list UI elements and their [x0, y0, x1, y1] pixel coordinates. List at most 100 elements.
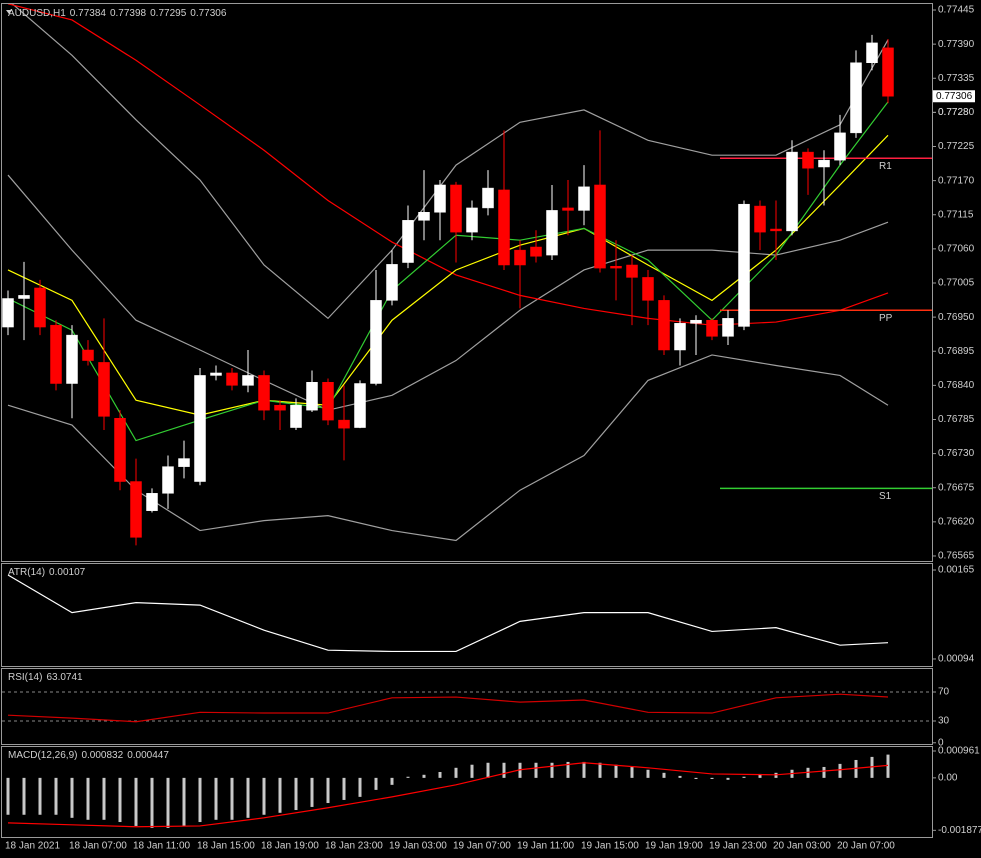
macd-bar: [166, 777, 170, 828]
macd-bar: [566, 761, 570, 778]
candle-body: [178, 458, 190, 467]
header-value: 0.000832: [81, 750, 123, 761]
macd-bar: [198, 777, 202, 823]
macd-bar: [438, 771, 442, 778]
y-tick-label: 0.77170: [938, 175, 975, 186]
macd-bar: [262, 777, 266, 815]
candle-body: [786, 151, 798, 232]
y-tick-label: 0.76950: [938, 312, 975, 323]
rsi-panel: [1, 668, 933, 745]
macd-bar: [6, 777, 10, 815]
candle-body: [274, 404, 286, 411]
candle-body: [450, 184, 462, 233]
macd-bar: [150, 777, 154, 828]
candle-body: [114, 417, 126, 482]
candle-body: [418, 212, 430, 221]
indicator-line: [7, 134, 889, 416]
x-tick-label: 18 Jan 19:00: [261, 841, 319, 852]
macd-bar: [694, 777, 698, 779]
y-tick-label: 0.76840: [938, 380, 975, 391]
candle-body: [738, 203, 750, 327]
candle-body: [722, 318, 734, 337]
macd-bar: [70, 777, 74, 818]
candle-body: [290, 404, 302, 428]
x-tick-label: 18 Jan 15:00: [197, 841, 255, 852]
macd-bar: [326, 777, 330, 804]
x-tick-label: 20 Jan 07:00: [837, 841, 895, 852]
y-tick-label: 0.76565: [938, 551, 975, 562]
macd-bar: [502, 762, 506, 778]
indicator-line: [7, 762, 889, 828]
candle-body: [210, 372, 222, 376]
y-tick-label: 0.000961: [938, 746, 980, 757]
indicator-line: [7, 693, 889, 723]
y-tick-label: 0.77225: [938, 141, 975, 152]
candle-body: [866, 42, 878, 64]
macd-bar: [662, 772, 666, 778]
macd-bar: [214, 777, 218, 820]
indicator-line: [7, 4, 889, 326]
candle-body: [146, 493, 158, 511]
candle-body: [226, 372, 238, 386]
macd-bar: [822, 766, 826, 778]
header-value: 0.77384: [70, 8, 107, 19]
candle-body: [82, 349, 94, 361]
macd-bar: [54, 777, 58, 815]
macd-bar: [358, 777, 362, 797]
candle-body: [386, 264, 398, 301]
y-tick-label: 0.77390: [938, 39, 975, 50]
x-tick-label: 19 Jan 23:00: [709, 841, 767, 852]
candle-body: [162, 466, 174, 494]
candle-body: [498, 189, 510, 266]
macd-bar: [646, 769, 650, 778]
macd-bar: [102, 777, 106, 820]
candle-body: [850, 62, 862, 134]
candle-body: [594, 184, 606, 269]
pivot-label: R1: [879, 161, 892, 172]
macd-bar: [278, 777, 282, 813]
macd-bar: [294, 777, 298, 811]
candle-body: [690, 319, 702, 324]
macd-bar: [134, 777, 138, 826]
candle-body: [562, 207, 574, 211]
x-tick-label: 18 Jan 2021: [5, 841, 60, 852]
header-value: 0.000447: [127, 750, 169, 761]
macd-bar: [406, 776, 410, 778]
candle-body: [882, 47, 894, 97]
candle-body: [194, 375, 206, 482]
x-tick-label: 19 Jan 03:00: [389, 841, 447, 852]
menu-arrow[interactable]: [6, 10, 12, 14]
macd-bar: [22, 777, 26, 815]
macd-bar: [38, 777, 42, 815]
x-tick-label: 18 Jan 07:00: [69, 841, 127, 852]
macd-bar: [86, 777, 90, 820]
macd-bar: [550, 762, 554, 778]
candle-body: [802, 151, 814, 169]
header-title: ATR(14): [8, 567, 45, 578]
panel-header: MACD(12,26,9) 0.000832 0.000447: [8, 750, 169, 761]
header-value: 63.0741: [46, 672, 83, 683]
candle-body: [770, 228, 782, 232]
x-tick-label: 18 Jan 11:00: [133, 841, 191, 852]
candle-body: [130, 481, 142, 538]
y-tick-label: 0.00165: [938, 565, 975, 576]
pivot-label: PP: [879, 313, 893, 324]
current-price: 0.77306: [936, 91, 973, 102]
candle-body: [34, 287, 46, 328]
candle-body: [818, 159, 830, 168]
x-tick-label: 19 Jan 15:00: [581, 841, 639, 852]
header-value: 0.00107: [49, 567, 86, 578]
candle-body: [2, 298, 14, 328]
panel-header: AUDUSD,H1 0.77384 0.77398 0.77295 0.77306: [8, 8, 227, 19]
candle-body: [370, 300, 382, 384]
macd-bar: [310, 777, 314, 807]
price-box: [933, 90, 975, 103]
y-tick-label: 0.7728: [938, 107, 969, 118]
macd-bar: [678, 775, 682, 778]
candle-body: [530, 246, 542, 257]
indicator-line: [11, 4, 889, 320]
candle-body: [514, 249, 526, 266]
header-value: 0.77306: [190, 8, 227, 19]
candle-body: [546, 210, 558, 256]
y-tick-label: 0.77005: [938, 278, 975, 289]
